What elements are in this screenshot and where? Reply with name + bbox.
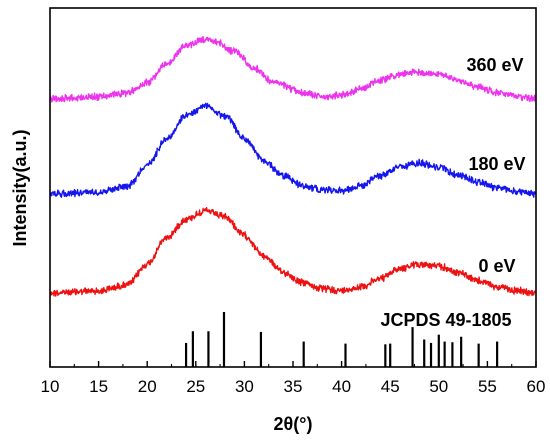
x-tick-label: 40 [332,377,351,396]
x-tick-label: 20 [138,377,157,396]
x-tick-label: 25 [186,377,205,396]
series-labels: 0 eV 180 eV 360 eV JCPDS 49-1805 [380,55,525,330]
x-tick-label: 15 [89,377,108,396]
series-label-360-ev: 360 eV [466,55,523,75]
series-label-0-ev: 0 eV [478,256,515,276]
reference-lines [184,312,499,367]
x-tick-label: 50 [429,377,448,396]
x-tick-label: 55 [478,377,497,396]
x-tick-label: 30 [235,377,254,396]
x-tick-label: 35 [284,377,303,396]
x-axis-ticks: 10 15 20 25 30 35 40 45 50 55 60 [41,361,546,396]
x-axis-title: 2θ(°) [274,414,313,434]
series-line-360-ev [49,35,537,103]
x-tick-label: 10 [41,377,60,396]
series-line-0-ev [49,206,537,297]
y-axis-title: Intensity(a.u.) [10,129,30,246]
reference-label: JCPDS 49-1805 [380,310,511,330]
series-label-180-ev: 180 eV [468,154,525,174]
series-line-180-ev [49,102,537,198]
x-tick-label: 45 [381,377,400,396]
series-layer [49,35,537,297]
x-tick-label: 60 [527,377,546,396]
